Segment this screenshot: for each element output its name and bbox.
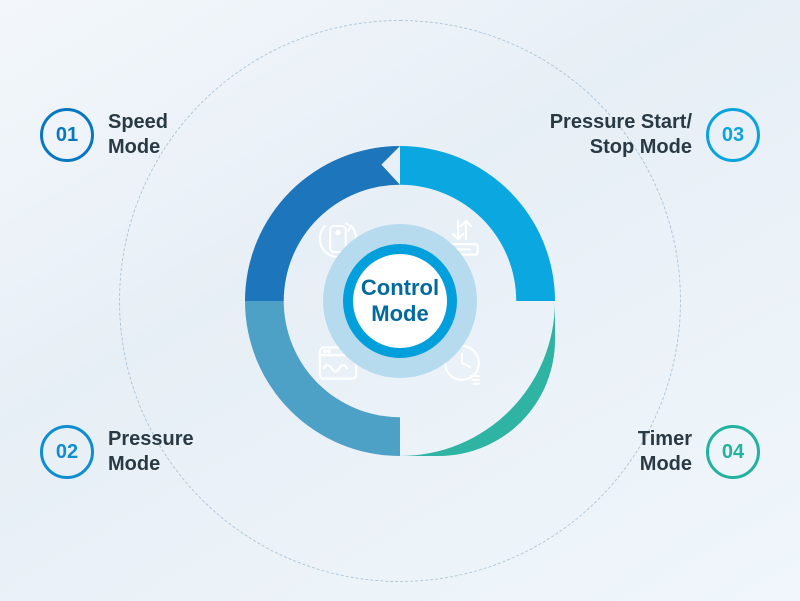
badge-03: 03 — [706, 108, 760, 162]
mode-04: 04 Timer Mode — [638, 425, 760, 479]
mode-04-label: Timer Mode — [638, 427, 692, 477]
badge-02-number: 02 — [56, 441, 78, 464]
mode-04-line1: Timer — [638, 428, 692, 450]
mode-02-line2: Mode — [108, 453, 160, 475]
mode-03-line1: Pressure Start/ — [550, 111, 692, 133]
mode-03-label: Pressure Start/ Stop Mode — [550, 110, 692, 160]
mode-01-line2: Mode — [108, 136, 160, 158]
hub-label-line2: Mode — [371, 301, 428, 326]
hub-label: Control Mode — [361, 275, 439, 326]
mode-03-line2: Stop Mode — [590, 136, 692, 158]
mode-04-line2: Mode — [640, 453, 692, 475]
mode-02-label: Pressure Mode — [108, 427, 194, 477]
badge-01: 01 — [40, 108, 94, 162]
hub-inner: Control Mode — [353, 254, 447, 348]
mode-01: 01 Speed Mode — [40, 108, 168, 162]
mode-01-label: Speed Mode — [108, 110, 168, 160]
mode-03: 03 Pressure Start/ Stop Mode — [550, 108, 760, 162]
mode-02-line1: Pressure — [108, 428, 194, 450]
badge-02: 02 — [40, 425, 94, 479]
badge-04-number: 04 — [722, 441, 744, 464]
hub-label-line1: Control — [361, 275, 439, 300]
badge-04: 04 — [706, 425, 760, 479]
badge-03-number: 03 — [722, 124, 744, 147]
control-mode-infographic: Control Mode 01 Speed Mode 02 Pressure M… — [0, 0, 800, 601]
mode-02: 02 Pressure Mode — [40, 425, 194, 479]
badge-01-number: 01 — [56, 124, 78, 147]
mode-01-line1: Speed — [108, 111, 168, 133]
